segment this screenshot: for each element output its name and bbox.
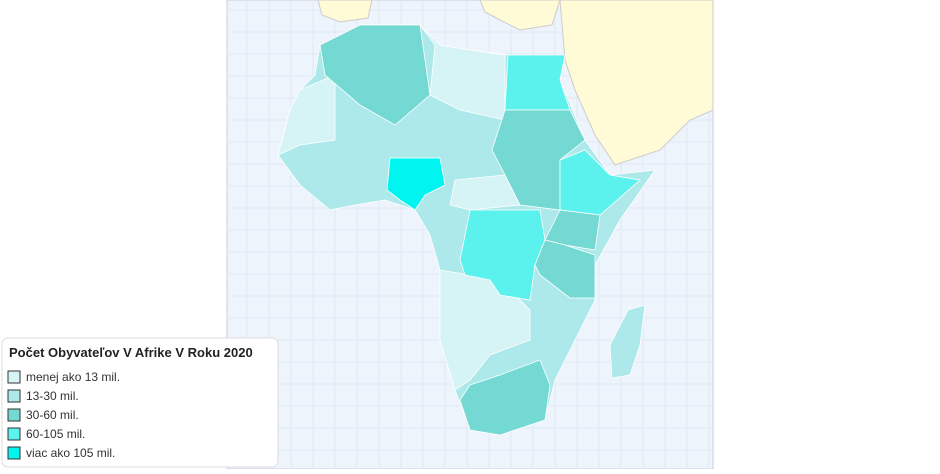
legend: menej ako 13 mil. 13-30 mil. 30-60 mil. 60-…	[7, 370, 120, 460]
legend-swatch	[7, 370, 21, 384]
madagascar	[609, 304, 646, 379]
arabia	[559, 0, 714, 166]
legend-swatch	[7, 427, 21, 441]
algeria	[319, 24, 431, 126]
legend-swatch	[7, 446, 21, 460]
legend-label: 30-60 mil.	[26, 408, 79, 422]
legend-label: 60-105 mil.	[26, 427, 85, 441]
car	[449, 174, 521, 211]
europe	[479, 0, 561, 31]
legend-label: 13-30 mil.	[26, 389, 79, 403]
iberia	[317, 0, 373, 23]
tanzania	[534, 239, 596, 299]
legend-swatch	[7, 408, 21, 422]
nigeria	[386, 157, 446, 211]
drc	[459, 209, 546, 301]
kenya	[544, 209, 601, 251]
legend-title: Počet Obyvateľov V Afrike V Roku 2020	[9, 345, 253, 360]
legend-label: viac ako 105 mil.	[26, 446, 115, 460]
south-africa	[459, 359, 551, 436]
legend-swatch	[7, 389, 21, 403]
egypt	[504, 54, 571, 111]
legend-box	[1, 337, 279, 468]
legend-label: menej ako 13 mil.	[26, 370, 120, 384]
